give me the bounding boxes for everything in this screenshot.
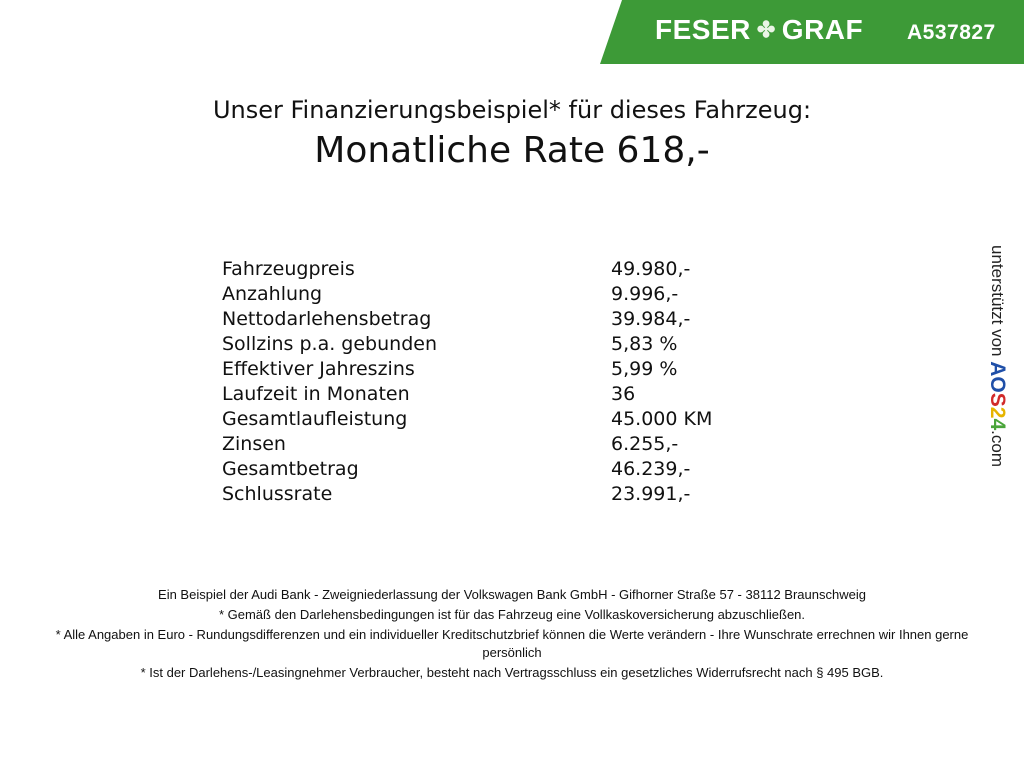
row-label: Zinsen [222, 433, 286, 455]
row-value: 23.991,- [611, 483, 691, 505]
row-value: 46.239,- [611, 458, 691, 480]
supported-by-text: unterstützt von [988, 245, 1007, 357]
row-label: Gesamtlaufleistung [222, 408, 408, 430]
row-value: 9.996,- [611, 283, 679, 305]
row-label: Schlussrate [222, 483, 333, 505]
header-banner [600, 0, 1024, 64]
monthly-rate: Monatliche Rate 618,- [0, 130, 1024, 171]
table-row: Nettodarlehensbetrag 39.984,- [222, 307, 712, 332]
table-row: Laufzeit in Monaten 36 [222, 382, 712, 407]
table-row: Zinsen 6.255,- [222, 432, 712, 457]
monthly-rate-text: Monatliche Rate 618,- [314, 130, 710, 171]
disclaimer-line: * Gemäß den Darlehensbedingungen ist für… [218, 607, 806, 622]
table-row: Sollzins p.a. gebunden 5,83 % [222, 332, 712, 357]
disclaimer: Ein Beispiel der Audi Bank - Zweignieder… [40, 586, 984, 684]
row-label: Gesamtbetrag [222, 458, 359, 480]
table-row: Effektiver Jahreszins 5,99 % [222, 357, 712, 382]
row-value: 5,99 % [611, 358, 678, 380]
row-label: Laufzeit in Monaten [222, 383, 410, 405]
row-value: 6.255,- [611, 433, 679, 455]
brand-name: FESER [655, 14, 751, 45]
vehicle-code: A537827 [907, 21, 996, 44]
table-row: Anzahlung 9.996,- [222, 282, 712, 307]
row-value: 45.000 KM [611, 408, 713, 430]
aos24-logo: AOS24 [986, 361, 1009, 431]
disclaimer-line: Ein Beispiel der Audi Bank - Zweignieder… [158, 587, 866, 602]
table-row: Fahrzeugpreis 49.980,- [222, 257, 712, 282]
row-value: 5,83 % [611, 333, 678, 355]
disclaimer-line: * Alle Angaben in Euro - Rundungsdiffere… [55, 627, 969, 660]
row-label: Effektiver Jahreszins [222, 358, 415, 380]
table-row: Gesamtlaufleistung 45.000 KM [222, 407, 712, 432]
page-title: Unser Finanzierungsbeispiel* für dieses … [212, 96, 812, 124]
clover-icon: ✤ [756, 17, 776, 42]
row-value: 36 [611, 383, 636, 405]
row-label: Fahrzeugpreis [222, 258, 355, 280]
table-row: Gesamtbetrag 46.239,- [222, 457, 712, 482]
row-value: 39.984,- [611, 308, 691, 330]
row-label: Sollzins p.a. gebunden [222, 333, 437, 355]
brand-name-2: GRAF [781, 14, 864, 45]
table-row: Schlussrate 23.991,- [222, 482, 712, 507]
row-label: Anzahlung [222, 283, 323, 305]
disclaimer-line: * Ist der Darlehens-/Leasingnehmer Verbr… [140, 665, 884, 680]
supported-by: unterstützt von AOS24.com [985, 245, 1009, 467]
supported-by-suffix: .com [988, 430, 1007, 467]
finance-table: Fahrzeugpreis 49.980,- Anzahlung 9.996,- Net… [222, 257, 712, 507]
row-value: 49.980,- [611, 258, 691, 280]
brand-logo: FESER ✤ GRAF [655, 14, 863, 46]
row-label: Nettodarlehensbetrag [222, 308, 432, 330]
